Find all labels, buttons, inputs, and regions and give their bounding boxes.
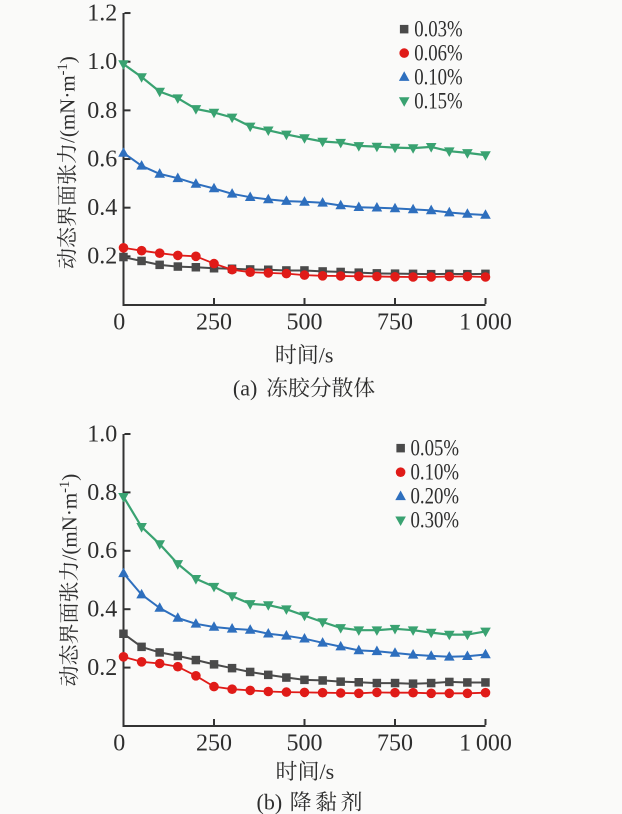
svg-text:(a): (a): [233, 376, 257, 401]
svg-text:250: 250: [196, 731, 232, 757]
svg-text:0.06%: 0.06%: [414, 41, 463, 66]
svg-text:0.10%: 0.10%: [414, 64, 463, 89]
svg-text:0.10%: 0.10%: [411, 460, 460, 485]
svg-text:0.8: 0.8: [87, 98, 117, 124]
svg-text:500: 500: [287, 310, 323, 336]
svg-text:250: 250: [196, 310, 232, 336]
svg-text:0.05%: 0.05%: [411, 436, 460, 461]
svg-text:0.30%: 0.30%: [411, 508, 460, 533]
svg-text:0.2: 0.2: [87, 655, 117, 681]
svg-text:500: 500: [287, 731, 323, 757]
svg-text:0.4: 0.4: [87, 195, 117, 221]
svg-text:1.0: 1.0: [87, 49, 117, 75]
svg-text:1 000: 1 000: [459, 310, 512, 336]
svg-text:0.4: 0.4: [87, 597, 117, 623]
svg-text:1.2: 1.2: [87, 0, 117, 26]
svg-text:0.6: 0.6: [87, 146, 117, 172]
svg-text:/s: /s: [319, 343, 334, 368]
svg-text:0: 0: [113, 731, 125, 757]
svg-text:0.20%: 0.20%: [411, 484, 460, 509]
svg-text:0.6: 0.6: [87, 538, 117, 564]
svg-text:0: 0: [113, 310, 125, 336]
svg-text:750: 750: [377, 310, 413, 336]
svg-text:/s: /s: [320, 759, 335, 784]
svg-text:0.15%: 0.15%: [414, 88, 463, 113]
svg-text:1 000: 1 000: [459, 731, 512, 757]
svg-text:0.2: 0.2: [87, 244, 117, 270]
svg-text:(b): (b): [257, 790, 283, 814]
svg-text:1.0: 1.0: [87, 421, 117, 447]
svg-text:0.03%: 0.03%: [414, 17, 463, 42]
svg-text:0.8: 0.8: [87, 480, 117, 506]
svg-text:750: 750: [377, 731, 413, 757]
